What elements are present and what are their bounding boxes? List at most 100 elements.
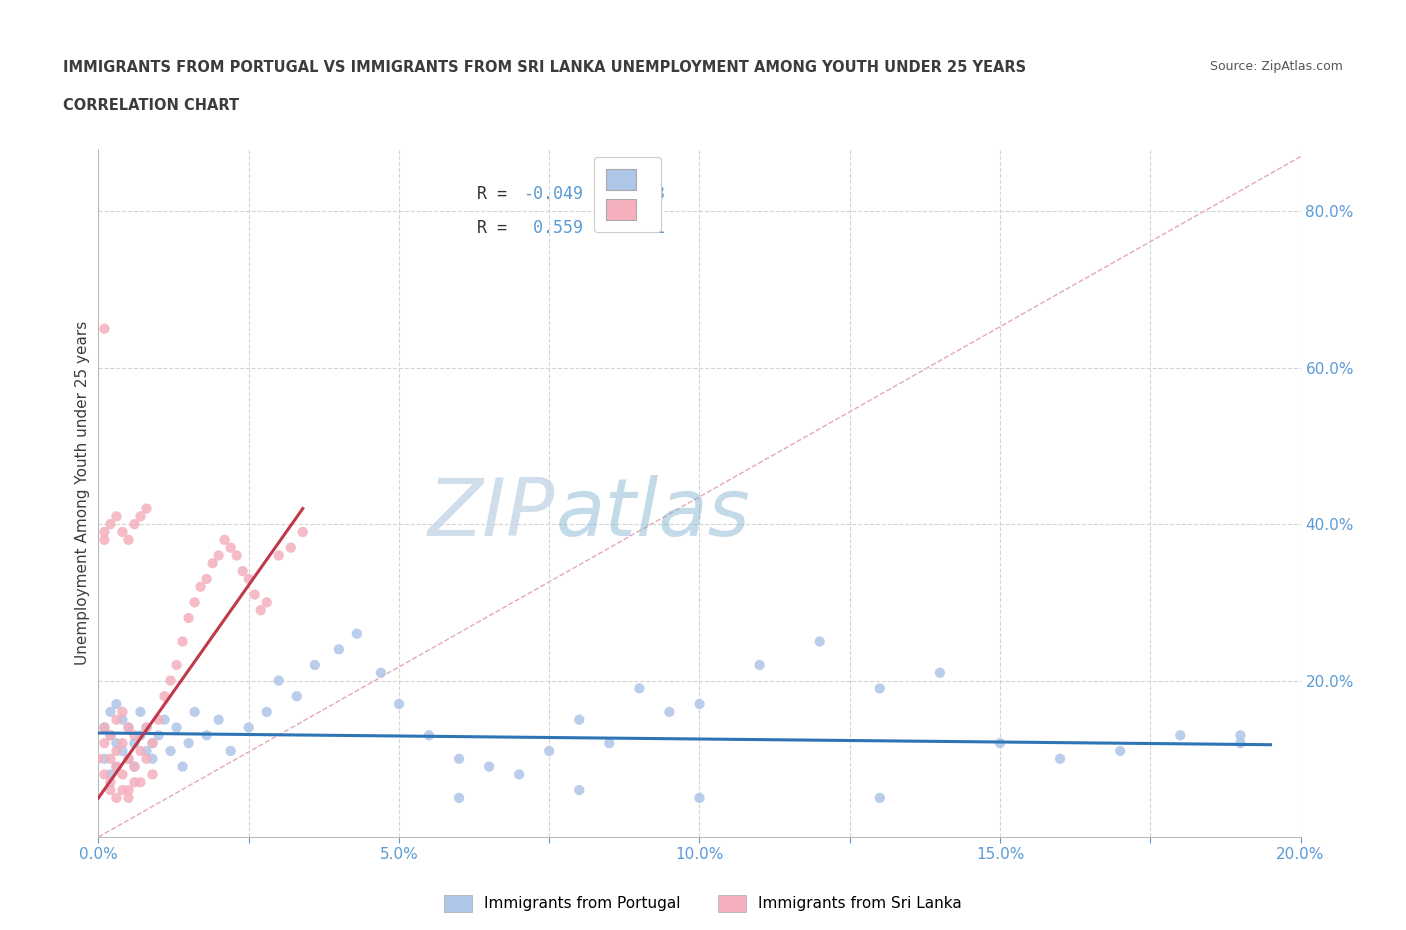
Point (105, 697, 128, 711)
Point (183, 595, 205, 610)
Point (124, 775, 146, 790)
Point (124, 759, 146, 774)
Point (93, 720, 115, 735)
Point (370, 665, 392, 680)
Point (93, 321, 115, 336)
Point (141, 767, 163, 782)
Point (105, 759, 128, 774)
Point (135, 720, 157, 735)
Point (568, 783, 591, 798)
Text: 0.559: 0.559 (523, 219, 582, 237)
Point (256, 595, 278, 610)
Point (598, 736, 620, 751)
Point (105, 509, 128, 524)
Point (141, 736, 163, 751)
Point (135, 751, 157, 766)
Point (304, 658, 326, 672)
Text: N =: N = (592, 184, 651, 203)
Point (291, 525, 314, 539)
Point (100, 751, 122, 766)
Point (267, 548, 290, 563)
Point (225, 548, 247, 563)
Legend: Immigrants from Portugal, Immigrants from Sri Lanka: Immigrants from Portugal, Immigrants fro… (437, 889, 969, 918)
Point (93, 751, 115, 766)
Point (111, 744, 134, 759)
Point (929, 665, 952, 680)
Point (208, 712, 231, 727)
Point (568, 712, 591, 727)
Text: N =: N = (592, 219, 651, 237)
Point (195, 728, 218, 743)
Point (111, 767, 134, 782)
Point (1049, 751, 1071, 766)
Point (100, 517, 122, 532)
Point (93, 767, 115, 782)
Text: Source: ZipAtlas.com: Source: ZipAtlas.com (1209, 60, 1343, 73)
Point (688, 697, 710, 711)
Point (219, 540, 242, 555)
Point (183, 704, 205, 719)
Point (1229, 736, 1251, 751)
Point (346, 626, 368, 641)
Point (328, 642, 350, 657)
Point (129, 728, 152, 743)
Point (105, 759, 128, 774)
Text: 61: 61 (645, 219, 665, 237)
Point (100, 775, 122, 790)
Point (256, 704, 278, 719)
Point (280, 540, 302, 555)
Point (195, 571, 218, 587)
Point (208, 548, 231, 563)
Point (129, 775, 152, 790)
Point (153, 712, 176, 727)
Text: IMMIGRANTS FROM PORTUGAL VS IMMIGRANTS FROM SRI LANKA UNEMPLOYMENT AMONG YOUTH U: IMMIGRANTS FROM PORTUGAL VS IMMIGRANTS F… (63, 60, 1026, 75)
Point (100, 728, 122, 743)
Point (100, 767, 122, 782)
Point (869, 790, 891, 805)
Point (117, 720, 139, 735)
Point (87, 751, 110, 766)
Point (117, 751, 139, 766)
Point (172, 759, 194, 774)
Point (93, 720, 115, 735)
Point (988, 736, 1011, 751)
Point (124, 517, 146, 532)
Point (177, 611, 200, 626)
Point (1109, 744, 1132, 759)
Point (148, 728, 170, 743)
Point (117, 790, 139, 805)
Point (111, 736, 134, 751)
Point (148, 712, 170, 727)
Point (129, 704, 152, 719)
Point (93, 532, 115, 547)
Point (238, 571, 260, 587)
Point (447, 751, 470, 766)
Point (141, 751, 163, 766)
Point (124, 728, 146, 743)
Point (232, 564, 254, 578)
Point (418, 728, 440, 743)
Point (166, 658, 188, 672)
Text: -0.049: -0.049 (523, 184, 582, 203)
Point (129, 744, 152, 759)
Point (190, 579, 212, 594)
Point (688, 790, 710, 805)
Point (135, 744, 157, 759)
Point (100, 728, 122, 743)
Point (159, 673, 181, 688)
Legend: , : , (593, 157, 661, 232)
Point (129, 509, 152, 524)
Point (159, 744, 181, 759)
Point (447, 790, 470, 805)
Text: ZIP: ZIP (427, 474, 555, 552)
Point (166, 720, 188, 735)
Point (141, 736, 163, 751)
Point (105, 744, 128, 759)
Point (238, 720, 260, 735)
Point (628, 681, 651, 696)
Point (135, 720, 157, 735)
Point (658, 704, 681, 719)
Point (1170, 728, 1192, 743)
Point (117, 751, 139, 766)
Point (508, 767, 530, 782)
